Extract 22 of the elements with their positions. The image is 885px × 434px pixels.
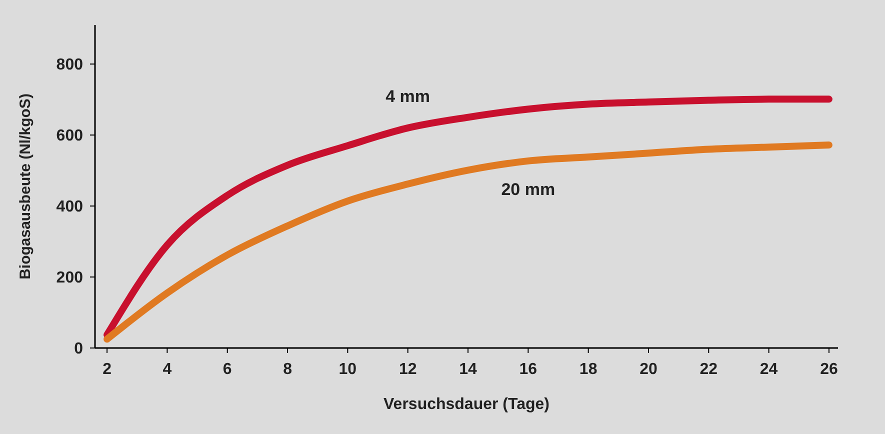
x-tick-label: 10 [338, 361, 357, 378]
y-tick-label: 800 [56, 56, 84, 74]
y-tick-label: 400 [56, 198, 84, 216]
series-label: 4 mm [386, 86, 430, 106]
y-tick-label: 0 [74, 340, 84, 358]
x-tick-label: 16 [519, 361, 538, 378]
x-tick-label: 2 [102, 361, 112, 378]
x-tick-label: 26 [820, 361, 838, 378]
x-tick-label: 22 [700, 361, 718, 378]
x-tick-label: 12 [398, 361, 417, 378]
x-tick-label: 4 [162, 361, 172, 378]
x-tick-label: 20 [640, 361, 658, 378]
x-tick-label: 8 [283, 361, 292, 378]
x-tick-label: 14 [459, 361, 478, 378]
y-axis-title: Biogasausbeute (Nl/kgoS) [17, 94, 34, 280]
x-tick-label: 24 [760, 361, 778, 378]
x-axis-title: Versuchsdauer (Tage) [384, 396, 550, 413]
x-tick-label: 6 [222, 361, 232, 378]
y-tick-label: 600 [56, 128, 84, 145]
y-tick-label: 200 [56, 270, 84, 287]
series-label: 20 mm [501, 180, 556, 199]
x-tick-label: 18 [579, 361, 598, 378]
